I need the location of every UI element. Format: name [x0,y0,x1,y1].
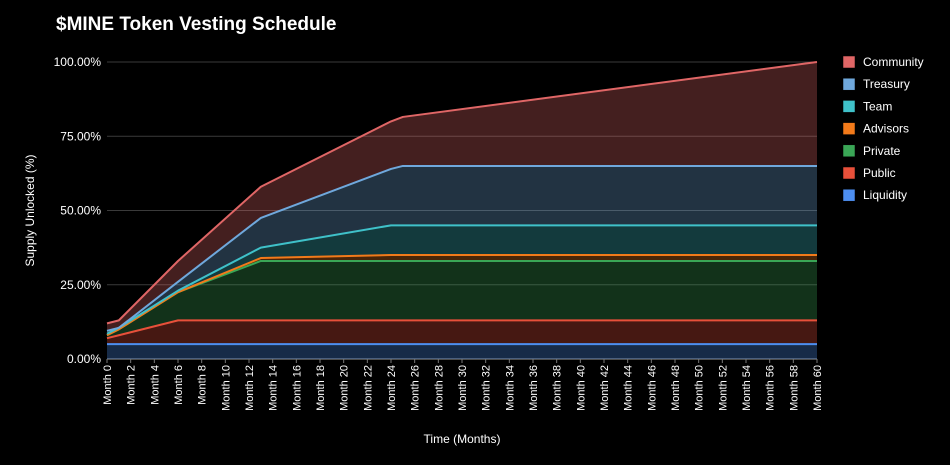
line-treasury [106,164,817,332]
x-tick-label: Month 32 [481,365,493,411]
legend-item-private[interactable]: Private [842,144,901,158]
x-tick-label: Month 18 [315,365,327,411]
x-tick-label: Month 6 [173,365,185,405]
chart-title: $MINE Token Vesting Schedule [56,14,337,35]
legend-label: Public [863,166,896,180]
legend-label: Team [863,99,892,113]
legend-item-public[interactable]: Public [842,166,896,180]
y-tick-label: 75.00% [60,129,101,143]
x-tick-label: Month 60 [812,365,824,411]
x-tick-label: Month 12 [244,365,256,411]
legend-label: Advisors [863,122,909,136]
x-tick-label: Month 42 [599,365,611,411]
y-tick-label: 25.00% [60,278,101,292]
legend-item-treasury[interactable]: Treasury [842,77,910,91]
line-community [106,61,818,325]
x-tick-label: Month 34 [504,365,516,411]
area-treasury [107,165,817,334]
legend-item-team[interactable]: Team [842,99,892,113]
x-tick-label: Month 58 [788,365,800,411]
legend-swatch [842,100,856,113]
legend-swatch [842,55,856,69]
x-tick-label: Month 16 [291,365,303,411]
legend-swatch [842,188,856,202]
x-tick-label: Month 56 [765,365,777,411]
x-tick-label: Month 36 [528,365,540,411]
x-tick-label: Month 48 [670,365,682,411]
legend-label: Community [863,55,924,69]
x-tick-label: Month 50 [694,365,706,411]
x-tick-label: Month 54 [741,365,753,411]
x-tick-label: Month 30 [457,365,469,411]
x-tick-label: Month 20 [339,365,351,411]
legend-item-liquidity[interactable]: Liquidity [842,188,907,202]
x-tick-label: Month 22 [362,365,374,411]
legend-swatch [842,77,856,91]
legend-item-community[interactable]: Community [842,55,924,69]
x-tick-label: Month 10 [220,365,232,411]
x-axis-title: Time (Months) [424,432,501,446]
y-tick-label: 0.00% [67,352,101,366]
legend-swatch [842,166,856,180]
line-advisors [106,254,817,337]
x-tick-label: Month 44 [623,365,635,411]
legend-label: Liquidity [863,188,907,202]
legend-label: Private [863,144,901,158]
line-public [106,319,817,340]
area-liquidity [107,344,817,359]
legend-swatch [842,144,856,158]
x-tick-label: Month 4 [149,365,161,405]
x-tick-label: Month 28 [433,365,445,411]
x-tick-label: Month 52 [717,365,729,411]
x-tick-label: Month 38 [552,365,564,411]
grid-layer [106,61,818,363]
line-layer [106,61,818,346]
area-private [107,260,817,339]
legend-swatch [842,122,856,135]
x-tick-label: Month 8 [197,365,209,405]
area-layer [107,62,817,359]
area-team [107,225,817,336]
x-tick-label: Month 14 [268,365,280,411]
x-tick-label: Month 24 [386,365,398,411]
legend-label: Treasury [863,77,910,91]
y-axis-title: Supply Unlocked (%) [23,154,37,266]
x-tick-label: Month 0 [102,365,114,405]
x-tick-label: Month 46 [646,365,658,411]
area-public [107,320,817,345]
x-tick-label: Month 40 [575,365,587,411]
y-tick-label: 50.00% [60,204,101,218]
axis-layer: 0.00% 25.00% 50.00% 75.00% 100.00% Month 0 Mon… [23,55,824,446]
area-community [107,62,817,331]
x-tick-label: Month 26 [410,365,422,411]
x-tick-label: Month 2 [126,365,138,405]
legend[interactable]: Community Treasury Team Advisors Private Publ… [842,55,924,202]
legend-item-advisors[interactable]: Advisors [842,122,909,136]
y-tick-label: 100.00% [54,55,102,69]
